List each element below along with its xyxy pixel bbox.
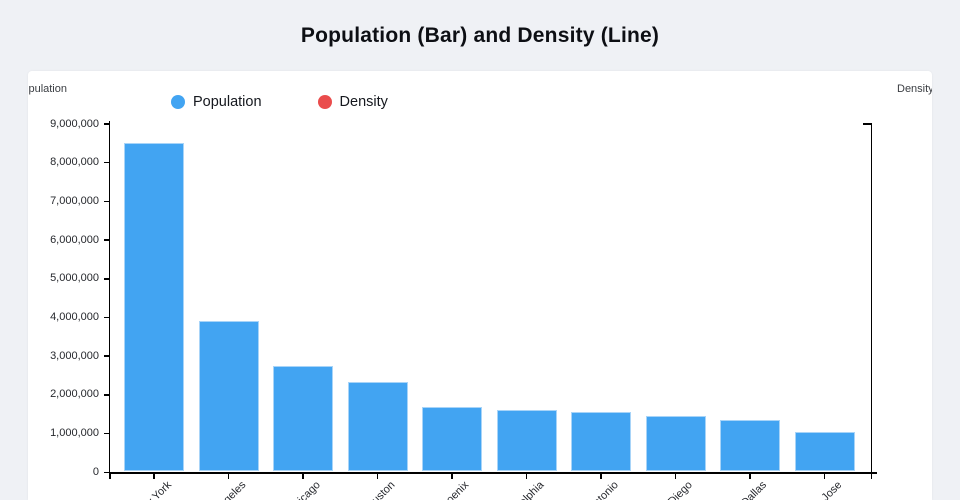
y-axis-tick-label: 3,000,000 <box>50 349 99 362</box>
right-axis-title: Density <box>897 83 932 95</box>
legend-item-population[interactable]: Population <box>171 94 262 110</box>
x-axis-tick <box>600 473 602 479</box>
x-axis-tick <box>153 473 155 479</box>
x-axis-tick <box>451 473 453 479</box>
bar-san-diego[interactable] <box>645 416 706 472</box>
x-axis-line <box>108 471 877 474</box>
x-axis-tick <box>674 473 677 479</box>
legend-item-density[interactable]: Density <box>317 94 388 110</box>
y-axis-tick-label: 5,000,000 <box>50 272 99 285</box>
x-axis-tick <box>823 473 826 479</box>
bar-los-angeles[interactable] <box>198 320 259 472</box>
x-axis-label-houston: Houston <box>359 479 397 500</box>
left-axis-title: Population <box>28 83 67 95</box>
y-axis-tick <box>103 161 110 164</box>
x-axis-tick <box>749 473 751 479</box>
bar-houston[interactable] <box>347 381 408 472</box>
y-axis-tick <box>103 471 110 474</box>
bar-chicago[interactable] <box>273 365 333 472</box>
x-axis-label-new-york: New York <box>132 479 174 500</box>
bar-philadelphia[interactable] <box>496 410 557 472</box>
chart-card: Population Density Population Density 9,0… <box>28 71 932 500</box>
bar-san-antonio[interactable] <box>571 412 631 472</box>
y-axis-tick-label: 6,000,000 <box>50 233 99 246</box>
y-axis-tick-label: 7,000,000 <box>50 194 99 207</box>
x-axis-label-chicago: Chicago <box>285 479 323 500</box>
x-axis-label-los-angeles: Los Angeles <box>197 479 248 500</box>
x-axis-tick <box>109 473 111 479</box>
plot-area: 9,000,000 8,000,000 7,000,000 6,000,000 5,00… <box>28 71 932 500</box>
y-axis-tick-label: 1,000,000 <box>50 427 99 440</box>
x-axis-label-phoenix: Phoenix <box>434 479 472 500</box>
y-axis-tick <box>103 123 110 125</box>
y-axis-tick <box>103 200 110 203</box>
x-axis-tick <box>525 473 528 479</box>
x-axis-label-san-diego: San Diego <box>650 479 695 500</box>
x-axis-label-san-antonio: San Antonio <box>570 479 620 500</box>
bar-phoenix[interactable] <box>422 407 482 472</box>
y-axis-tick <box>103 316 110 319</box>
page-title: Population (Bar) and Density (Line) <box>300 24 660 47</box>
x-axis-tick <box>227 473 230 479</box>
bar-new-york[interactable] <box>124 143 184 472</box>
bar-san-jose[interactable] <box>794 432 855 472</box>
x-axis-tick <box>376 473 379 479</box>
y-axis-tick-label: 2,000,000 <box>50 388 99 401</box>
y-axis-tick <box>103 432 110 435</box>
y-axis-tick <box>103 278 110 280</box>
y-axis-tick <box>103 355 110 357</box>
legend: Population Density <box>171 94 388 110</box>
y-axis-tick <box>103 239 110 241</box>
bar-dallas[interactable] <box>720 420 780 472</box>
legend-label: Population <box>193 94 262 110</box>
x-axis-label-philadelphia: Philadelphia <box>495 479 546 500</box>
x-axis-label-dallas: Dallas <box>739 479 770 500</box>
right-axis-top-cap <box>863 123 872 125</box>
y-axis-line <box>108 121 110 472</box>
x-axis-label-san-jose: San Jose <box>803 479 844 500</box>
legend-label: Density <box>339 94 388 110</box>
x-axis-tick <box>870 473 873 479</box>
population-swatch-icon <box>171 95 185 109</box>
y-axis-tick-label: 8,000,000 <box>50 156 99 169</box>
right-axis-line <box>870 123 873 472</box>
y-axis-tick-label: 0 <box>92 465 99 478</box>
y-axis-tick <box>103 394 110 396</box>
y-axis-tick-label: 4,000,000 <box>50 311 99 323</box>
y-axis-tick-label: 9,000,000 <box>50 117 99 130</box>
density-swatch-icon <box>317 95 332 109</box>
x-axis-tick <box>302 473 304 479</box>
